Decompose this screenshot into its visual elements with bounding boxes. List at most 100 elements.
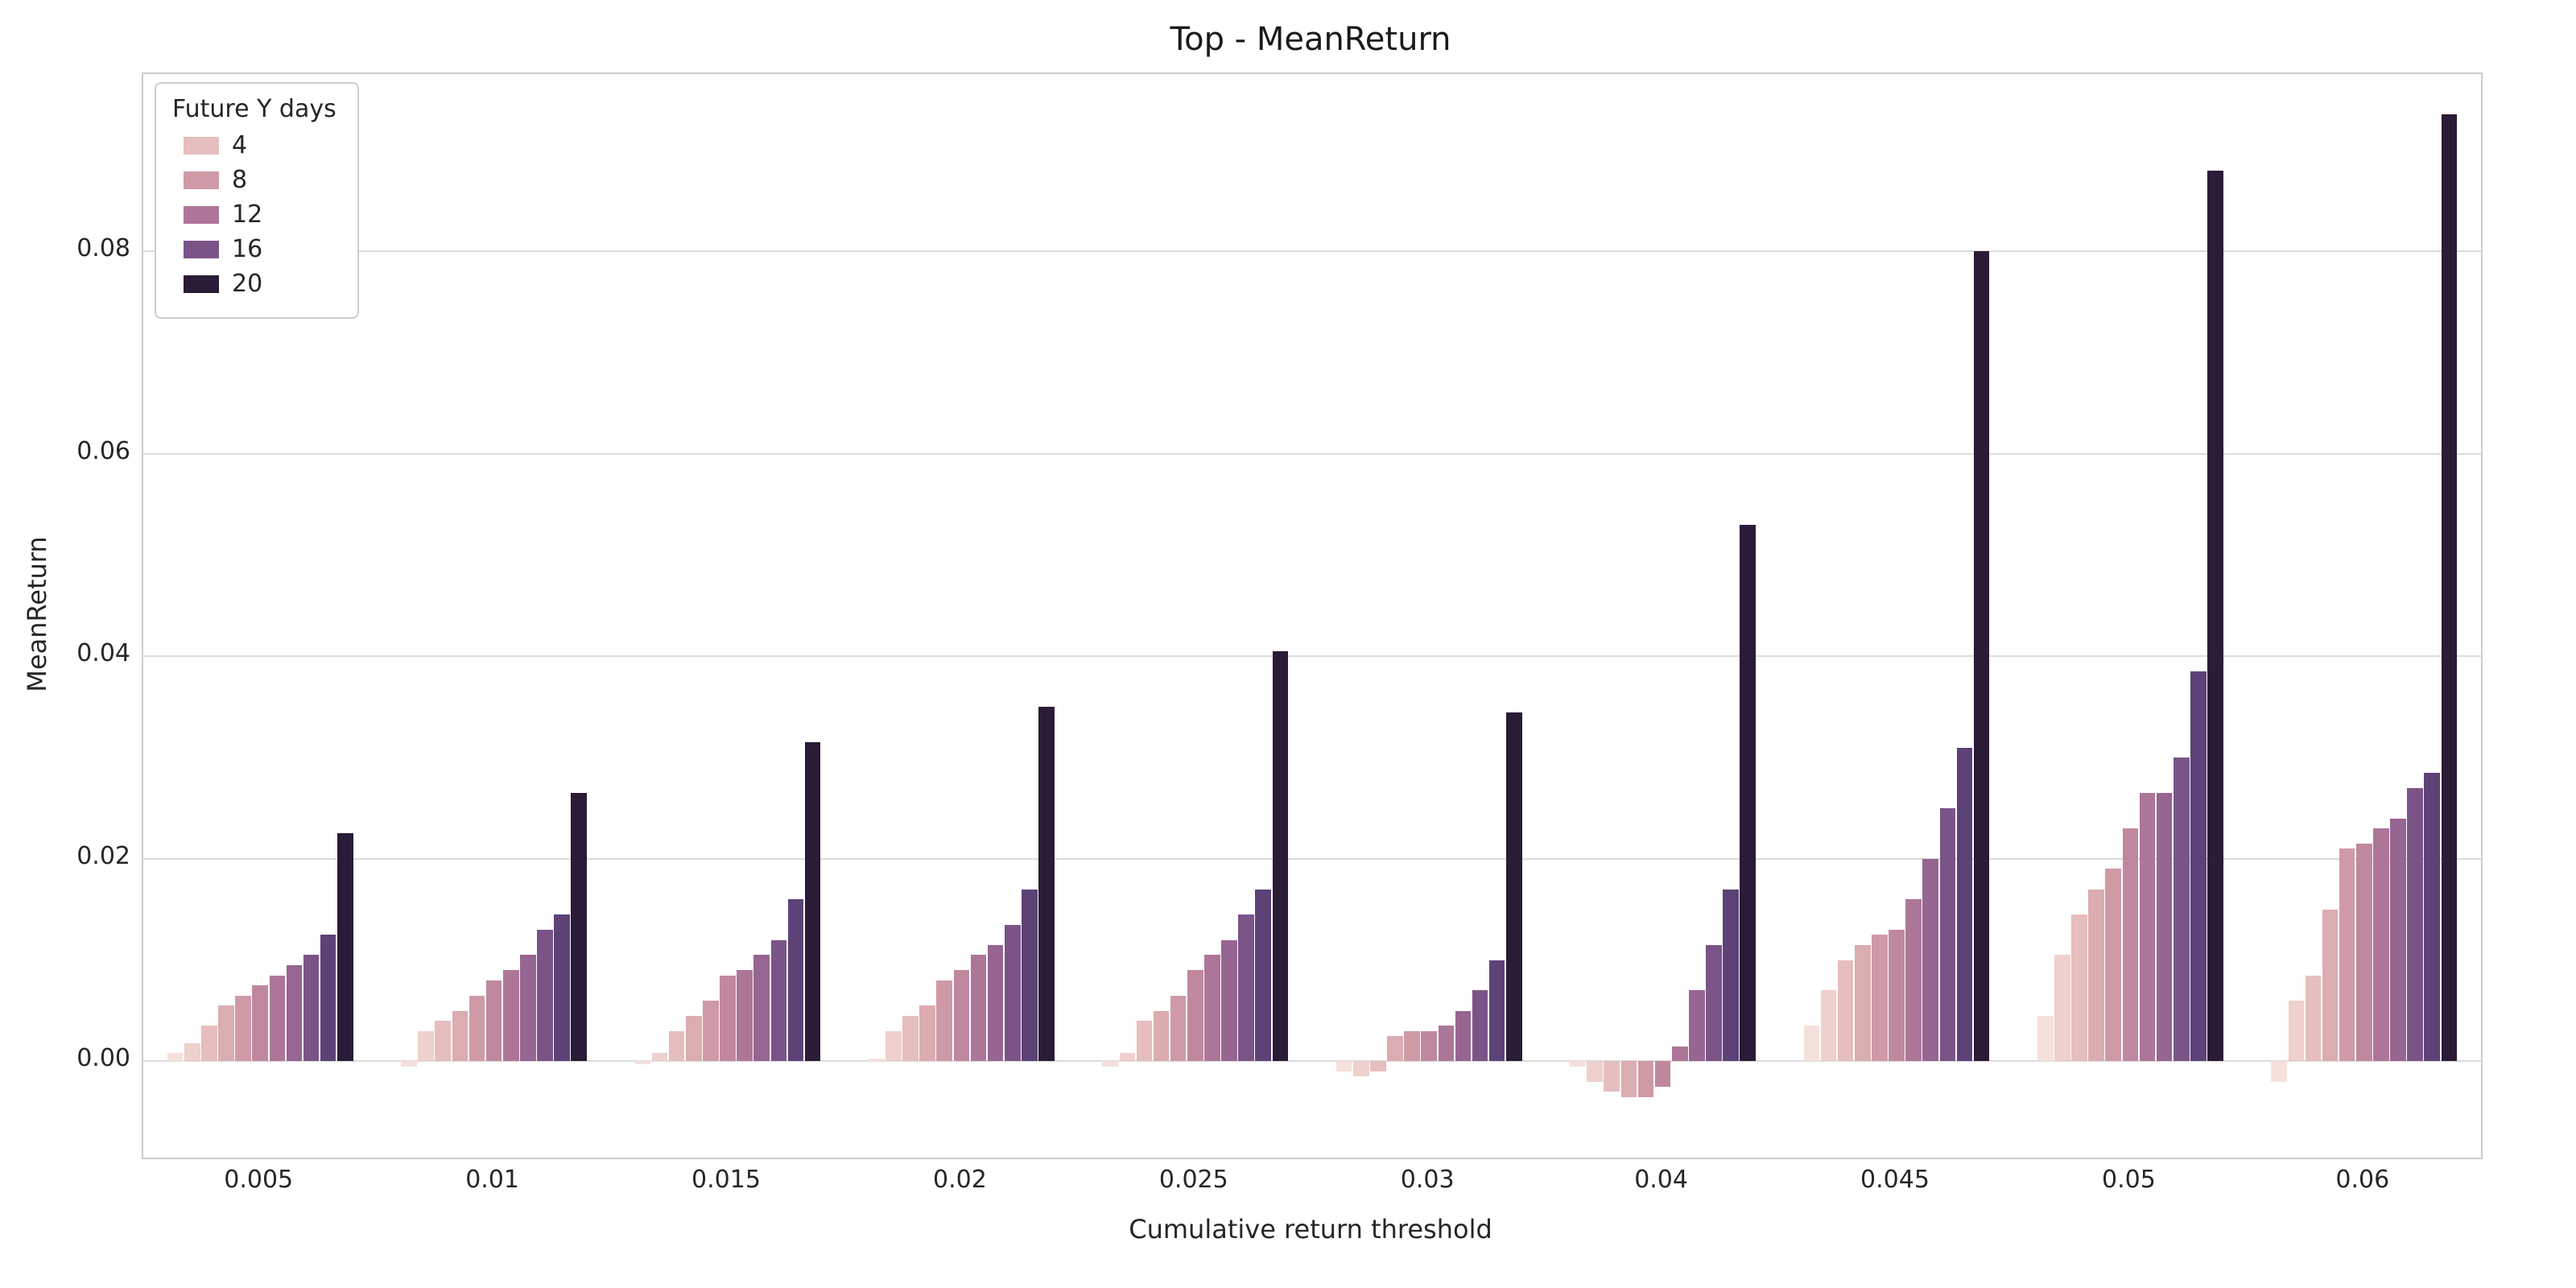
legend-label: 16 [232, 235, 263, 263]
bar [634, 1061, 651, 1065]
legend-swatch [184, 171, 219, 189]
bar [685, 1015, 702, 1062]
bar [1905, 899, 1922, 1062]
bar [520, 955, 536, 1062]
bar [1654, 1061, 1671, 1087]
bar [2339, 848, 2355, 1062]
bar [1837, 960, 1854, 1062]
bar [1187, 970, 1203, 1062]
bar [753, 955, 770, 1062]
bar [2355, 844, 2372, 1062]
bar [1255, 889, 1272, 1062]
bar [1004, 924, 1021, 1062]
bar [2288, 1001, 2305, 1062]
bar [737, 970, 753, 1062]
bar [2441, 114, 2458, 1062]
bar [1620, 1061, 1637, 1097]
bar [2190, 671, 2207, 1062]
gridline [143, 857, 2481, 860]
legend-label: 12 [232, 200, 263, 229]
bar [2173, 758, 2190, 1062]
bar [537, 929, 553, 1062]
bar [1153, 1010, 1170, 1062]
bar [1102, 1061, 1118, 1067]
bar [1956, 747, 1973, 1062]
bar [252, 985, 268, 1062]
bar [1854, 944, 1871, 1062]
bar [2054, 955, 2070, 1062]
bar [720, 975, 736, 1062]
bar [469, 995, 485, 1062]
bar [2305, 975, 2322, 1062]
bar [1803, 1026, 1820, 1062]
bar [2105, 869, 2122, 1062]
bar [1204, 955, 1220, 1062]
x-tick-label: 0.045 [1860, 1166, 1930, 1194]
bar [1136, 1021, 1153, 1062]
x-tick-label: 0.05 [2101, 1166, 2156, 1194]
gridline [143, 1060, 2481, 1063]
bar [1922, 858, 1939, 1062]
bar [1689, 990, 1705, 1062]
bar [987, 944, 1004, 1062]
bar [1505, 712, 1522, 1062]
bar [2271, 1061, 2287, 1082]
legend-title: Future Y days [172, 95, 336, 123]
bar [2373, 828, 2389, 1062]
y-tick-label: 0.02 [76, 841, 130, 870]
bar [320, 935, 336, 1062]
bar [269, 975, 286, 1062]
bar [2407, 787, 2423, 1062]
gridline [143, 452, 2481, 455]
bar [452, 1010, 469, 1062]
bar [235, 995, 251, 1062]
legend-entries: 4 8 12 16 20 [172, 131, 336, 298]
bar [1438, 1026, 1455, 1062]
bar [1872, 935, 1888, 1062]
bar [1973, 251, 1990, 1062]
bar [1238, 914, 1254, 1062]
bar [1637, 1061, 1654, 1097]
x-tick-label: 0.025 [1158, 1166, 1228, 1194]
bar [1370, 1061, 1386, 1072]
x-axis-label: Cumulative return threshold [1129, 1214, 1492, 1245]
bar [1404, 1030, 1420, 1062]
legend-swatch [184, 205, 219, 224]
y-tick-label: 0.08 [76, 234, 130, 263]
x-tick-label: 0.06 [2335, 1166, 2390, 1194]
bar [1387, 1036, 1403, 1062]
x-tick-label: 0.03 [1400, 1166, 1455, 1194]
bar [554, 914, 570, 1062]
bar [1604, 1061, 1620, 1092]
bar [953, 970, 970, 1062]
bar [401, 1061, 417, 1067]
legend-swatch [184, 240, 219, 258]
bar [1820, 990, 1837, 1062]
bar [1038, 707, 1055, 1062]
bar [886, 1030, 902, 1062]
x-axis: 0.005 0.01 0.015 0.02 0.025 0.03 0.04 0.045 0.05… [142, 1166, 2479, 1206]
y-tick-label: 0.06 [76, 436, 130, 465]
plot-area: Future Y days 4 8 12 16 20 [142, 72, 2483, 1159]
legend-item: 20 [184, 270, 336, 298]
bar [2156, 793, 2173, 1062]
bar [1421, 1030, 1437, 1062]
bar [1272, 651, 1289, 1062]
bar [804, 742, 821, 1062]
bar [1671, 1046, 1688, 1062]
bar [2122, 828, 2139, 1062]
bar [1472, 990, 1488, 1062]
bar [668, 1030, 685, 1062]
bar [1740, 524, 1756, 1062]
bar [2037, 1015, 2054, 1062]
bar [1455, 1010, 1472, 1062]
bar [787, 899, 804, 1062]
bar [303, 955, 320, 1062]
bar [1335, 1061, 1352, 1072]
legend-label: 8 [232, 166, 248, 194]
bar [2207, 170, 2223, 1062]
legend-swatch [184, 136, 219, 155]
x-tick-label: 0.04 [1634, 1166, 1688, 1194]
bar [286, 964, 303, 1062]
x-tick-label: 0.015 [691, 1166, 761, 1194]
